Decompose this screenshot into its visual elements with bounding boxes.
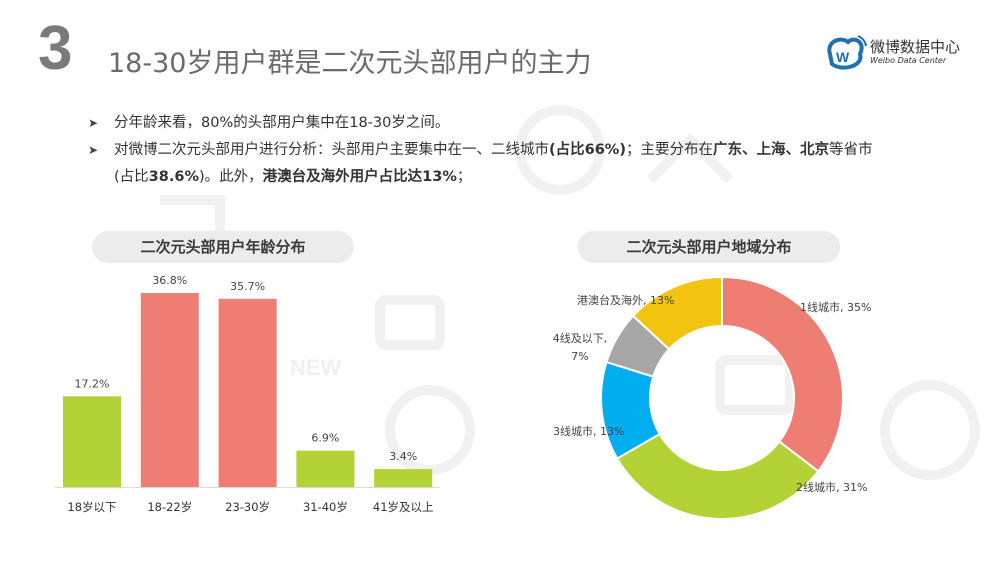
bar-value-label: 36.8%: [152, 274, 187, 287]
bar: [296, 450, 355, 487]
region-chart-title: 二次元头部用户地域分布: [578, 231, 840, 263]
bar-value-label: 35.7%: [230, 280, 265, 293]
weibo-data-center-logo: W 微博数据中心 Weibo Data Center: [822, 32, 972, 72]
svg-text:W: W: [836, 49, 850, 65]
donut-segment: [615, 432, 820, 520]
category-label: 31-40岁: [303, 500, 348, 514]
bar: [374, 469, 433, 487]
bar-value-label: 3.4%: [389, 450, 417, 463]
logo-text-en: Weibo Data Center: [870, 56, 947, 65]
logo-text-cn: 微博数据中心: [870, 38, 961, 56]
category-label: 18-22岁: [147, 500, 192, 514]
bullet-item: ➤ 分年龄来看，80%的头部用户集中在18-30岁之间。: [88, 110, 888, 137]
category-label: 23-30岁: [225, 500, 270, 514]
donut-data-label: 1线城市, 35%: [800, 300, 871, 314]
bullet-text: )。此外，: [198, 169, 263, 185]
donut-segment: [721, 275, 844, 473]
weibo-logo-icon: W: [827, 35, 867, 70]
bar-value-label: 6.9%: [311, 432, 339, 445]
bullet-highlight: 广东、上海、北京: [712, 142, 829, 158]
age-chart-title: 二次元头部用户年龄分布: [92, 231, 354, 263]
bullet-text: 对微博二次元头部用户进行分析：头部用户主要集中在一、二线城市: [114, 142, 549, 158]
bar: [63, 396, 121, 487]
donut-data-label: 2线城市, 31%: [796, 480, 867, 494]
arrow-right-icon: ➤: [88, 116, 99, 130]
donut-data-label: 港澳台及海外, 13%: [577, 293, 674, 307]
bullet-text: 等省市(占比: [114, 142, 873, 185]
donut-data-label: 7%: [571, 350, 588, 363]
bar: [140, 293, 199, 487]
bullet-text: 分年龄来看，80%的头部用户集中在18-30岁之间。: [114, 115, 450, 131]
donut-segment: [631, 275, 723, 351]
bullet-item: ➤ 对微博二次元头部用户进行分析：头部用户主要集中在一、二线城市(占比66%)；…: [88, 137, 888, 191]
bullet-text: ；主要分布在: [625, 142, 713, 158]
donut-data-label: 3线城市, 13%: [553, 424, 624, 438]
bullet-highlight: 港澳台及海外用户占比达13%: [262, 169, 457, 185]
bullet-text: ；: [456, 169, 472, 185]
category-label: 18岁以下: [67, 500, 116, 514]
slide-number: 3: [38, 14, 73, 83]
bar-value-label: 17.2%: [75, 377, 110, 390]
page-title: 18-30岁用户群是二次元头部用户的主力: [108, 48, 592, 79]
bullet-highlight: 38.6%: [148, 169, 199, 185]
summary-bullets: ➤ 分年龄来看，80%的头部用户集中在18-30岁之间。 ➤ 对微博二次元头部用…: [88, 110, 888, 191]
category-label: 41岁及以上: [373, 500, 434, 514]
arrow-right-icon: ➤: [88, 143, 99, 157]
bar: [218, 298, 277, 487]
donut-data-label: 4线及以下,: [553, 331, 608, 345]
bullet-highlight: (占比66%): [549, 142, 626, 158]
